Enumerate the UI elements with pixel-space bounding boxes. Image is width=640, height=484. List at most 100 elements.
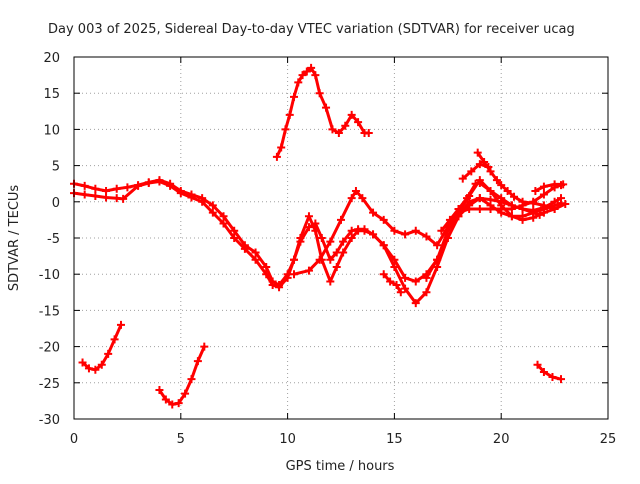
data-point-marker — [422, 232, 431, 241]
data-point-marker — [437, 226, 446, 235]
series-line — [72, 178, 563, 287]
data-point-marker — [322, 103, 331, 112]
data-point-marker — [116, 320, 125, 329]
series-trace-6 — [437, 178, 544, 235]
y-tick-label: -30 — [39, 413, 60, 428]
data-point-marker — [507, 201, 516, 210]
data-point-marker — [91, 365, 100, 374]
data-point-marker — [272, 152, 281, 161]
data-point-marker — [473, 148, 482, 157]
data-point-marker — [533, 360, 542, 369]
data-point-marker — [315, 255, 324, 264]
data-point-marker — [510, 192, 519, 201]
series-trace-13 — [379, 270, 405, 297]
data-point-marker — [176, 189, 185, 198]
data-point-marker — [332, 248, 341, 257]
y-tick-label: 5 — [52, 160, 60, 175]
data-point-marker — [112, 184, 121, 193]
series-line — [382, 272, 403, 294]
y-tick-label: 15 — [43, 87, 60, 102]
data-point-marker — [155, 177, 164, 186]
data-point-marker — [187, 375, 196, 384]
data-point-marker — [379, 215, 388, 224]
data-point-marker — [548, 373, 557, 382]
data-point-marker — [422, 273, 431, 282]
data-point-marker — [328, 125, 337, 134]
data-point-marker — [307, 63, 316, 72]
data-point-marker — [80, 190, 89, 199]
data-point-marker — [497, 181, 506, 190]
y-tick-label: -5 — [47, 232, 60, 247]
data-point-marker — [411, 226, 420, 235]
data-point-marker — [463, 194, 472, 203]
data-point-marker — [392, 281, 401, 290]
data-point-marker — [401, 230, 410, 239]
tick-layer: 0 5 10 15 20 25 -30 -25 -20 -15 -10 -5 0 5 10 15 20 — [39, 51, 617, 447]
data-point-marker — [386, 277, 395, 286]
data-point-marker — [411, 277, 420, 286]
data-point-marker — [497, 201, 506, 210]
data-point-marker — [326, 255, 335, 264]
data-point-marker — [475, 194, 484, 203]
x-tick-label: 5 — [177, 432, 185, 447]
data-point-marker — [390, 262, 399, 271]
data-point-marker — [144, 178, 153, 187]
data-point-marker — [458, 174, 467, 183]
data-point-marker — [102, 193, 111, 202]
data-point-marker — [401, 273, 410, 282]
grid-layer — [74, 57, 608, 419]
data-point-marker — [326, 277, 335, 286]
data-point-marker — [347, 226, 356, 235]
series-trace-3 — [290, 176, 570, 279]
data-point-marker — [187, 193, 196, 202]
data-point-marker — [475, 205, 484, 214]
data-point-marker — [315, 89, 324, 98]
data-point-marker — [123, 183, 132, 192]
x-tick-label: 15 — [386, 432, 403, 447]
data-point-marker — [219, 212, 228, 221]
data-point-marker — [208, 201, 217, 210]
data-point-marker — [277, 143, 286, 152]
data-point-marker — [200, 342, 209, 351]
data-point-marker — [486, 167, 495, 176]
data-point-marker — [535, 210, 544, 219]
data-point-marker — [546, 203, 555, 212]
data-point-marker — [539, 367, 548, 376]
data-point-marker — [290, 255, 299, 264]
series-line — [536, 363, 563, 381]
series-trace-12 — [533, 360, 566, 384]
x-axis-label: GPS time / hours — [286, 459, 395, 474]
data-point-marker — [539, 190, 548, 199]
data-point-marker — [550, 205, 559, 214]
data-point-marker — [379, 270, 388, 279]
data-point-marker — [219, 219, 228, 228]
data-point-marker — [296, 237, 305, 246]
data-point-marker — [262, 270, 271, 279]
data-point-marker — [285, 110, 294, 119]
chart-title: Day 003 of 2025, Sidereal Day-to-day VTE… — [48, 22, 575, 37]
data-point-marker — [332, 262, 341, 271]
data-point-marker — [354, 118, 363, 127]
data-point-marker — [97, 360, 106, 369]
data-point-marker — [283, 273, 292, 282]
y-tick-label: -25 — [39, 377, 60, 392]
y-tick-label: -20 — [39, 341, 60, 356]
y-tick-label: -10 — [39, 268, 60, 283]
data-point-marker — [454, 212, 463, 221]
data-point-marker — [341, 121, 350, 130]
x-tick-label: 20 — [493, 432, 510, 447]
data-point-marker — [110, 335, 119, 344]
y-axis-label: SDTVAR / TECUs — [7, 185, 22, 292]
data-point-marker — [281, 125, 290, 134]
y-tick-label: -15 — [39, 304, 60, 319]
data-point-marker — [181, 389, 190, 398]
data-point-marker — [317, 234, 326, 242]
data-point-marker — [559, 180, 568, 189]
data-point-marker — [304, 212, 313, 221]
data-point-marker — [360, 225, 369, 234]
data-point-marker — [529, 199, 538, 208]
data-point-marker — [290, 270, 299, 279]
data-point-marker — [302, 67, 311, 76]
data-point-marker — [443, 234, 452, 242]
